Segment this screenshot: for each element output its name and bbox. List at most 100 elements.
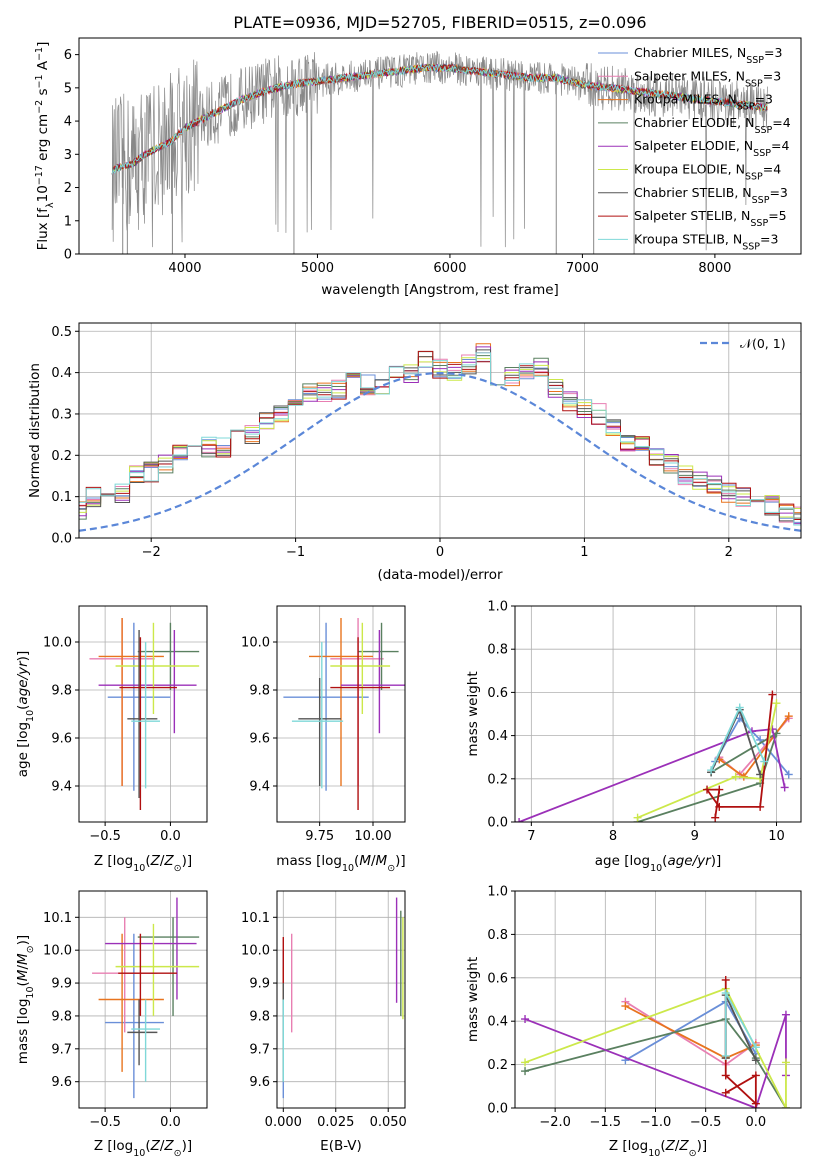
- legend: 𝒩(0, 1): [700, 336, 786, 351]
- x-tick-label: −0.5: [690, 1115, 722, 1130]
- y-tick-label: 9.7: [249, 1042, 270, 1057]
- errorbar-point: [115, 923, 200, 1016]
- y-tick-label: 10.0: [43, 944, 72, 959]
- x-tick-label: −0.5: [89, 1115, 121, 1130]
- x-tick-label: −1.0: [640, 1115, 672, 1130]
- y-tick-label: 0.0: [51, 532, 72, 547]
- errorbar-point: [131, 999, 160, 1082]
- figure-title: PLATE=0936, MJD=52705, FIBERID=0515, z=0…: [233, 13, 646, 32]
- errorbar-point: [131, 642, 160, 789]
- y-tick-label: 2: [64, 181, 72, 196]
- y-tick-label: 0.0: [487, 1102, 508, 1117]
- y-tick-label: 0.6: [487, 686, 508, 701]
- y-tick-label: 9.6: [249, 732, 270, 747]
- y-tick-label: 9.7: [51, 1042, 72, 1057]
- x-tick-label: 9: [691, 829, 699, 844]
- y-tick-label: 0: [64, 248, 72, 263]
- plot-area: [79, 343, 801, 532]
- x-tick-label: −1.5: [590, 1115, 622, 1130]
- weight-series-line: [524, 1014, 787, 1108]
- y-tick-label: 6: [64, 48, 72, 63]
- y-tick-label: 0.1: [51, 490, 72, 505]
- y-tick-label: 1.0: [487, 885, 508, 900]
- x-axis-label: Z [log10(Z/Z⊙)]: [94, 853, 192, 874]
- y-tick-label: 0.2: [487, 772, 508, 787]
- plot-frame: [276, 890, 406, 1109]
- y-tick-label: 0.4: [51, 366, 72, 381]
- x-axis-label: age [log10(age/yr)]: [595, 853, 721, 874]
- x-tick-label: 7000: [566, 261, 599, 276]
- errorbar-point: [291, 642, 344, 789]
- errorbar-point: [127, 999, 158, 1066]
- y-tick-label: 10.0: [43, 636, 72, 651]
- errorbar-point: [118, 933, 177, 1016]
- y-tick-label: 10.0: [241, 944, 270, 959]
- x-axis-label: Z [log10(Z/Z⊙)]: [609, 1138, 707, 1159]
- x-tick-label: 0.000: [265, 1115, 302, 1130]
- plot-frame: [78, 322, 802, 539]
- plot-area: [282, 897, 404, 1099]
- errorbar-point: [330, 637, 391, 810]
- y-tick-label: 9.8: [51, 684, 72, 699]
- chart-weight_vs_age: 7 8 9 10 0.0 0.2 0.4 0.6 0.8 1.0 age [log10(age/yr…: [465, 600, 802, 874]
- x-tick-label: −0.5: [89, 829, 121, 844]
- x-tick-label: 8: [609, 829, 617, 844]
- normal-reference-curve: [79, 371, 801, 532]
- x-tick-label: 0.0: [745, 1115, 766, 1130]
- plot-frame: [78, 605, 208, 823]
- residual-histogram: [79, 351, 801, 520]
- plot-area: [92, 897, 200, 1099]
- plot-area: [521, 975, 790, 1108]
- residual-histogram: [79, 352, 801, 523]
- errorbar-point: [298, 678, 341, 786]
- y-tick-label: 10.0: [241, 636, 270, 651]
- x-tick-label: 1: [580, 545, 588, 560]
- x-tick-label: 0.050: [370, 1115, 407, 1130]
- x-tick-label: 4000: [168, 261, 201, 276]
- x-tick-label: 6000: [433, 261, 466, 276]
- chart-spectrum: 4000 5000 6000 7000 8000 0 1 2 3 4 5 6 wavelength [A…: [34, 37, 802, 298]
- errorbar-point: [115, 622, 200, 714]
- residual-histogram: [79, 359, 801, 523]
- y-tick-label: 0.4: [487, 1015, 508, 1030]
- y-tick-label: 9.6: [51, 732, 72, 747]
- legend-label: 𝒩(0, 1): [740, 336, 786, 351]
- y-tick-label: 1.0: [487, 600, 508, 615]
- y-tick-label: 9.6: [249, 1075, 270, 1090]
- errorbar-point: [137, 622, 200, 690]
- y-tick-label: 9.9: [51, 977, 72, 992]
- x-axis-label: E(B-V): [320, 1138, 362, 1154]
- y-axis-label: mass weight: [465, 671, 481, 756]
- x-tick-label: 10: [768, 829, 785, 844]
- x-axis-label: Z [log10(Z/Z⊙)]: [94, 1138, 192, 1159]
- plot-frame: [78, 890, 208, 1109]
- plot-area: [283, 618, 405, 810]
- x-tick-label: −2: [142, 545, 161, 560]
- chart-mass_vs_ebv: 0.000 0.025 0.050 9.6 9.7 9.8 9.9 10.0 10.1 E(B-V…: [241, 890, 407, 1154]
- y-tick-label: 3: [64, 148, 72, 163]
- errorbar-point: [309, 618, 373, 786]
- legend-label: Kroupa STELIB, NSSP=3: [634, 231, 778, 252]
- y-tick-label: 0.5: [51, 325, 72, 340]
- y-tick-label: 10.1: [241, 911, 270, 926]
- errorbar-point: [92, 917, 158, 1033]
- y-tick-label: 0.8: [487, 643, 508, 658]
- x-tick-label: 7: [527, 829, 535, 844]
- y-tick-label: 10.1: [43, 911, 72, 926]
- x-tick-label: 0.0: [160, 829, 181, 844]
- errorbar-point: [127, 630, 158, 798]
- errorbar-point: [98, 630, 197, 734]
- y-axis-label: age [log10(age/yr)]: [15, 651, 36, 777]
- legend-label: Kroupa MILES, NSSP=3: [634, 92, 773, 113]
- y-tick-label: 0.0: [487, 816, 508, 831]
- y-tick-label: 5: [64, 81, 72, 96]
- x-tick-label: 10.00: [354, 829, 391, 844]
- legend-label: Chabrier ELODIE, NSSP=4: [634, 115, 791, 135]
- weight-series-line: [518, 728, 786, 822]
- residual-histogram: [79, 350, 801, 520]
- weight-series-line: [637, 703, 778, 819]
- y-tick-label: 1: [64, 214, 72, 229]
- x-axis-label: mass [log10(M/M⊙)]: [276, 853, 405, 874]
